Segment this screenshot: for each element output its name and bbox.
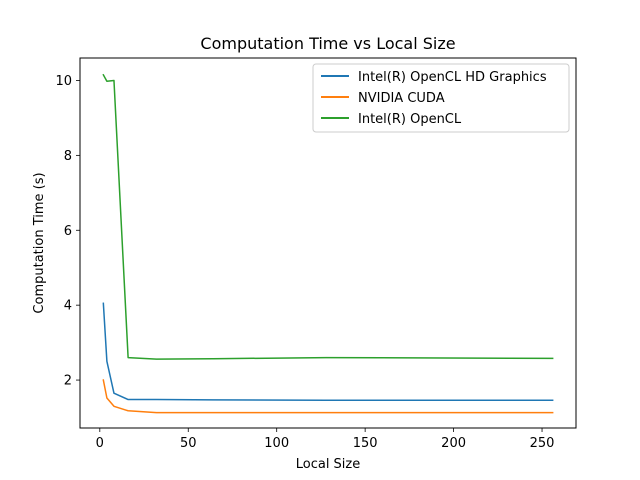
y-tick-label: 6 bbox=[64, 224, 72, 239]
y-tick-label: 2 bbox=[64, 374, 72, 389]
legend-box bbox=[312, 63, 570, 133]
series-line-nvidia-cuda bbox=[102, 379, 554, 414]
series-line-intel-hd bbox=[102, 302, 554, 402]
x-axis-ticks: 0 50 100 150 200 250 bbox=[96, 428, 555, 451]
series-line-intel-opencl bbox=[102, 73, 554, 360]
x-tick-label: 250 bbox=[530, 436, 555, 451]
x-tick-label: 100 bbox=[264, 436, 289, 451]
legend-label-intel-opencl: Intel(R) OpenCL bbox=[358, 112, 462, 127]
x-tick-label: 50 bbox=[180, 436, 197, 451]
x-tick-label: 200 bbox=[441, 436, 466, 451]
x-tick-label: 0 bbox=[96, 436, 104, 451]
chart-title: Computation Time vs Local Size bbox=[200, 34, 455, 53]
y-axis-ticks: 2 4 6 8 10 bbox=[55, 74, 80, 389]
y-tick-label: 10 bbox=[55, 74, 72, 89]
y-axis-label: Computation Time (s) bbox=[32, 172, 47, 313]
legend: Intel(R) OpenCL HD Graphics NVIDIA CUDA … bbox=[312, 63, 570, 133]
plot-frame bbox=[79, 57, 577, 429]
y-tick-label: 8 bbox=[64, 149, 72, 164]
legend-label-intel-hd: Intel(R) OpenCL HD Graphics bbox=[358, 70, 547, 85]
x-tick-label: 150 bbox=[353, 436, 378, 451]
x-axis-label: Local Size bbox=[296, 457, 361, 472]
legend-label-nvidia-cuda: NVIDIA CUDA bbox=[358, 91, 445, 106]
series-layer bbox=[102, 73, 554, 414]
y-tick-label: 4 bbox=[64, 299, 72, 314]
